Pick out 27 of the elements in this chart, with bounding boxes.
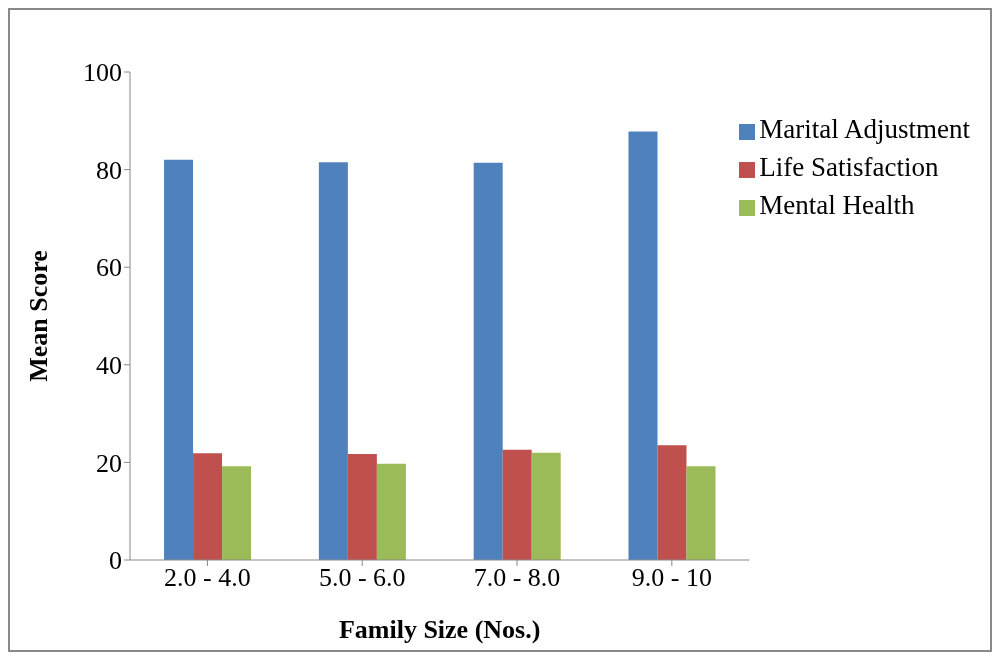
x-tick-label: 5.0 - 6.0	[318, 563, 406, 593]
bar	[473, 162, 503, 560]
bar	[193, 453, 223, 560]
bar	[686, 466, 716, 560]
x-axis-title: Family Size (Nos.)	[338, 615, 541, 644]
bar	[376, 463, 406, 560]
y-tick-label: 60	[96, 253, 122, 283]
bar	[164, 159, 194, 560]
legend-label: Mental Health	[759, 190, 915, 220]
bar	[222, 466, 252, 560]
legend-label: Marital Adjustment	[759, 114, 970, 144]
y-tick-label: 100	[83, 58, 122, 88]
bar	[502, 449, 532, 560]
x-tick-label: 2.0 - 4.0	[164, 563, 251, 593]
y-tick-label: 0	[109, 546, 122, 576]
bar	[531, 452, 561, 560]
y-tick-label: 40	[96, 351, 122, 381]
bar	[347, 454, 377, 560]
legend-label: Life Satisfaction	[759, 152, 939, 182]
x-tick-label: 9.0 - 10	[631, 563, 712, 593]
y-axis-title: Mean Score	[24, 250, 54, 382]
x-tick-label: 7.0 - 8.0	[473, 563, 561, 593]
y-tick-label: 80	[96, 155, 122, 185]
y-tick-label: 20	[96, 448, 122, 478]
bar	[657, 445, 687, 560]
bar	[318, 162, 348, 560]
bar	[628, 131, 658, 560]
